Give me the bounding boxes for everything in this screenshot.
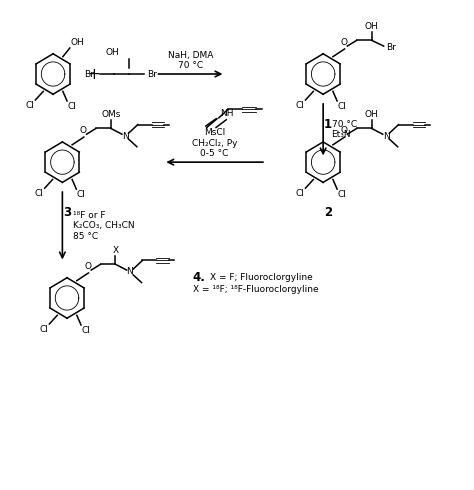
Text: Cl: Cl <box>26 101 35 110</box>
Text: 4.: 4. <box>193 271 206 284</box>
Text: 1: 1 <box>324 118 332 131</box>
Text: O: O <box>340 38 347 47</box>
Text: 70 °C
Et₃N: 70 °C Et₃N <box>331 120 356 139</box>
Text: O: O <box>340 126 347 135</box>
Text: OH: OH <box>106 48 119 57</box>
Text: Cl: Cl <box>296 189 304 198</box>
Text: X = F; Fluoroclorgyline: X = F; Fluoroclorgyline <box>210 273 313 282</box>
Text: Cl: Cl <box>67 102 76 111</box>
Text: OH: OH <box>365 22 378 31</box>
Text: MsCl
CH₂Cl₂, Py
0-5 °C: MsCl CH₂Cl₂, Py 0-5 °C <box>192 128 237 158</box>
Text: O: O <box>79 126 86 135</box>
Text: Cl: Cl <box>35 189 44 198</box>
Text: 3: 3 <box>63 206 71 220</box>
Text: Cl: Cl <box>296 101 304 110</box>
Text: Cl: Cl <box>76 190 85 199</box>
Text: 2: 2 <box>324 206 332 220</box>
Text: Br: Br <box>147 70 157 78</box>
Text: Cl: Cl <box>81 326 90 335</box>
Text: NaH, DMA
70 °C: NaH, DMA 70 °C <box>168 51 213 70</box>
Text: Cl: Cl <box>39 325 48 334</box>
Text: N: N <box>127 268 133 276</box>
Text: +: + <box>87 67 100 81</box>
Text: OH: OH <box>365 110 378 119</box>
Text: NH: NH <box>220 109 233 118</box>
Text: O: O <box>84 262 91 271</box>
Text: Br: Br <box>386 43 396 52</box>
Text: OH: OH <box>71 38 84 47</box>
Text: Cl: Cl <box>337 190 346 199</box>
Text: OMs: OMs <box>101 110 120 119</box>
Text: X = ¹⁸F; ¹⁸F-Fluoroclorgyline: X = ¹⁸F; ¹⁸F-Fluoroclorgyline <box>193 285 319 294</box>
Text: N: N <box>383 132 389 141</box>
Text: ¹⁸F or F
K₂CO₃, CH₃CN
85 °C: ¹⁸F or F K₂CO₃, CH₃CN 85 °C <box>73 211 134 241</box>
Text: Br: Br <box>84 70 94 78</box>
Text: Cl: Cl <box>337 102 346 111</box>
Text: N: N <box>122 132 128 141</box>
Text: X: X <box>112 245 118 255</box>
